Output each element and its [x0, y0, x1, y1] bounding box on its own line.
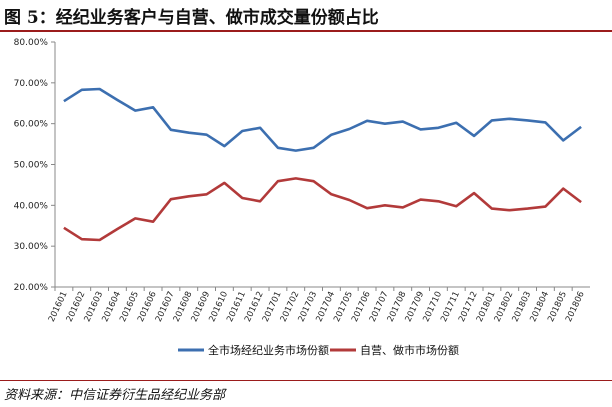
y-tick-label: 50.00% — [14, 161, 49, 171]
source-note: 资料来源：中信证券衍生品经纪业务部 — [4, 387, 226, 403]
y-axis-ticks: 20.00% 30.00% 40.00% 50.00% 60.00% 70.00% 80.0… — [14, 38, 55, 293]
y-tick-label: 60.00% — [14, 120, 49, 130]
title-divider — [0, 30, 612, 32]
legend-label: 全市场经纪业务市场份额 — [208, 343, 329, 357]
y-tick-label: 40.00% — [14, 201, 49, 211]
legend-label: 自营、做市市场份额 — [360, 343, 459, 357]
chart-axes — [54, 42, 590, 288]
footer-divider — [0, 380, 612, 381]
chart-series — [63, 87, 582, 242]
y-tick-label: 30.00% — [14, 242, 49, 252]
series-line-1 — [63, 87, 582, 152]
y-tick-label: 70.00% — [14, 79, 49, 89]
chart-legend: 全市场经纪业务市场份额 自营、做市市场份额 — [178, 343, 459, 357]
y-tick-label: 80.00% — [14, 38, 49, 48]
y-tick-label: 20.00% — [14, 283, 49, 293]
x-axis-ticks: 2016012016022016032016042016052016062016… — [47, 287, 587, 324]
page-title: 图 5：经纪业务客户与自营、做市成交量份额占比 — [4, 7, 379, 28]
line-chart: 20.00% 30.00% 40.00% 50.00% 60.00% 70.00% 80.0… — [14, 38, 590, 357]
series-line-2 — [63, 177, 582, 242]
